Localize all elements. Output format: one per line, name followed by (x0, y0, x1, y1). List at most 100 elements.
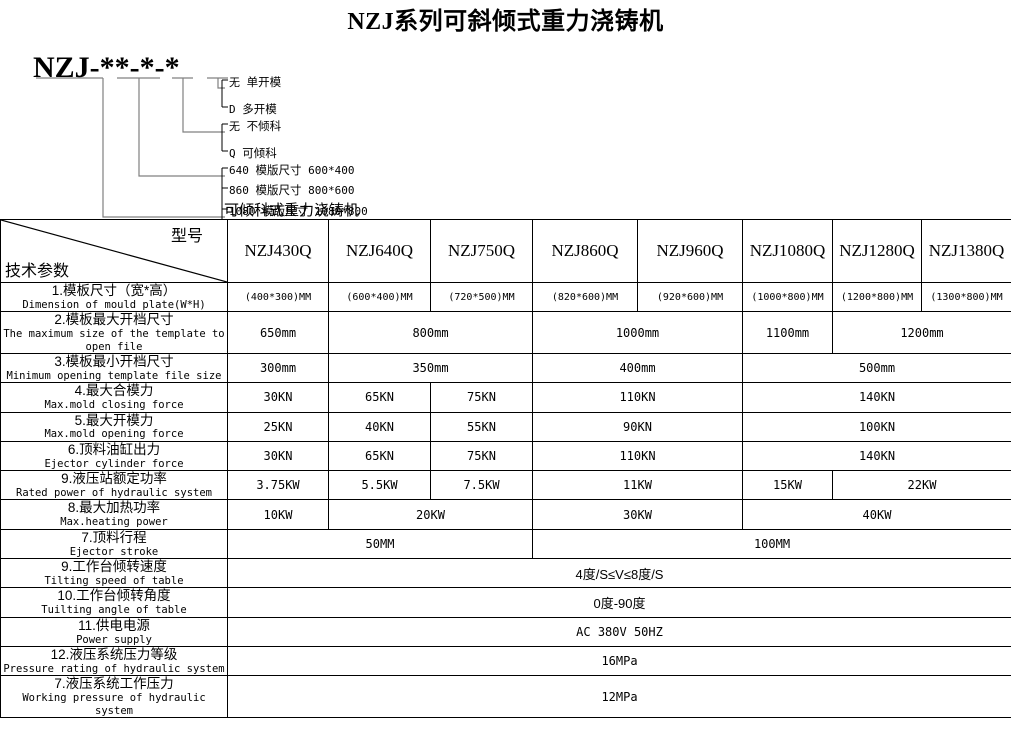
row-label-cn: 1.模板尺寸（宽*高） (51, 283, 177, 298)
value-cell: 22KW (832, 470, 1011, 501)
legend-text: 模版尺寸 (255, 185, 302, 197)
row-label-en: Ejector cylinder force (44, 457, 184, 470)
model-header-nzj860q: NZJ860Q (532, 219, 638, 283)
row-label-en: The maximum size of the template to open… (3, 328, 225, 353)
row-label-en: Minimum opening template file size (6, 369, 222, 382)
legend-key: D (229, 103, 236, 116)
row-label-cn: 9.液压站额定功率 (61, 471, 167, 487)
row-label-en: Pressure rating of hydraulic system (3, 662, 225, 675)
table-header-row: 型号 技术参数 NZJ430Q NZJ640Q NZJ750Q NZJ860Q … (0, 219, 1011, 283)
diagonal-divider-line (1, 220, 227, 282)
value-cell: 15KW (742, 470, 833, 501)
row-label-cell: 10.工作台倾转角度 Tuilting angle of table (0, 587, 228, 618)
value-cell: 12MPa (227, 675, 1011, 718)
table-row: 3.模板最小开档尺寸 Minimum opening template file … (0, 352, 1011, 384)
legend-item-4: 640 模版尺寸 600*400 (229, 162, 354, 178)
table-row: 4.最大合模力 Max.mold closing force 30KN 65KN 75K… (0, 382, 1011, 413)
value-cell: 3.75KW (227, 470, 329, 501)
value-cell: 65KN (328, 382, 431, 413)
row-label-en: Tuilting angle of table (41, 604, 187, 617)
row-label-cell: 6.顶料油缸出力 Ejector cylinder force (0, 440, 228, 472)
row-label-en: Dimension of mould plate(W*H) (22, 298, 206, 311)
row-label-cn: 7.顶料行程 (81, 529, 147, 545)
value-cell: 25KN (227, 411, 329, 442)
legend-key: 无 (229, 120, 240, 133)
value-cell: 30KW (532, 499, 743, 530)
row-label-cn: 6.顶料油缸出力 (67, 441, 161, 457)
legend-item-2: 无 不倾科 (229, 118, 281, 134)
row-label-cell: 7.顶料行程 Ejector stroke (0, 528, 228, 560)
model-header-nzj430q: NZJ430Q (227, 219, 329, 283)
machine-name-label: 可倾科式重力浇铸机 (224, 202, 360, 219)
value-cell: 110KN (532, 440, 743, 472)
parameter-header-label: 技术参数 (5, 263, 70, 280)
legend-value: 800*600 (308, 184, 355, 197)
row-label-cell: 4.最大合模力 Max.mold closing force (0, 382, 228, 413)
value-cell: (920*600)MM (637, 281, 743, 313)
value-cell: 75KN (430, 382, 533, 413)
value-cell: 140KN (742, 382, 1011, 413)
value-cell: 110KN (532, 382, 743, 413)
corner-header-cell: 型号 技术参数 (0, 219, 228, 283)
value-cell: 11KW (532, 470, 743, 501)
row-label-cn: 4.最大合模力 (74, 383, 154, 399)
value-cell: 0度-90度 (227, 587, 1011, 618)
value-cell: 5.5KW (328, 470, 431, 501)
value-cell: 100KN (742, 411, 1011, 442)
table-row: 7.顶料行程 Ejector stroke 50MM 100MM (0, 528, 1011, 560)
value-cell: 800mm (328, 311, 533, 354)
value-cell: (720*500)MM (430, 281, 533, 313)
table-row: 8.最大加热功率 Max.heating power 10KW 20KW 30KW 40K… (0, 499, 1011, 530)
value-cell: 65KN (328, 440, 431, 472)
row-label-cell: 8.最大加热功率 Max.heating power (0, 499, 228, 530)
value-cell: 1100mm (742, 311, 833, 354)
row-label-cell: 9.液压站额定功率 Rated power of hydraulic system (0, 470, 228, 501)
table-row: 7.液压系统工作压力 Working pressure of hydraulic … (0, 675, 1011, 718)
value-cell: (1200*800)MM (832, 281, 922, 313)
legend-item-3: Q 可倾科 (229, 145, 277, 161)
table-row: 9.工作台倾转速度 Tilting speed of table 4度/S≤V≤8度… (0, 558, 1011, 589)
table-row: 12.液压系统压力等级 Pressure rating of hydraulic … (0, 645, 1011, 677)
legend-text: 单开模 (246, 77, 282, 89)
legend-item-0: 无 单开模 (229, 74, 281, 90)
value-cell: 7.5KW (430, 470, 533, 501)
row-label-cell: 7.液压系统工作压力 Working pressure of hydraulic … (0, 675, 228, 718)
row-label-en: Power supply (76, 633, 152, 646)
row-label-cell: 1.模板尺寸（宽*高） Dimension of mould plate(W*H) (0, 281, 228, 313)
legend-item-6: 1080 模版尺寸 1080*800 (229, 203, 368, 219)
row-label-en: Working pressure of hydraulic system (22, 692, 206, 717)
value-cell: (820*600)MM (532, 281, 638, 313)
row-label-cn: 3.模板最小开档尺寸 (54, 353, 174, 369)
legend-key: 无 (229, 76, 240, 89)
legend-item-5: 860 模版尺寸 800*600 (229, 182, 354, 198)
legend-text: 不倾科 (246, 121, 282, 133)
row-label-cell: 12.液压系统压力等级 Pressure rating of hydraulic … (0, 645, 228, 677)
model-header-nzj1280q: NZJ1280Q (832, 219, 922, 283)
value-cell: 90KN (532, 411, 743, 442)
legend-key: 860 (229, 184, 249, 197)
value-cell: 30KN (227, 440, 329, 472)
legend-value: 1080*800 (314, 205, 368, 218)
value-cell: 4度/S≤V≤8度/S (227, 558, 1011, 589)
value-cell: AC 380V 50HZ (227, 616, 1011, 647)
value-cell: 500mm (742, 352, 1011, 384)
legend-key: Q (229, 147, 236, 160)
value-cell: 16MPa (227, 645, 1011, 677)
row-label-en: Ejector stroke (69, 545, 159, 558)
legend-text: 可倾科 (242, 148, 277, 160)
value-cell: 10KW (227, 499, 329, 530)
value-cell: 55KN (430, 411, 533, 442)
value-cell: 1000mm (532, 311, 743, 354)
legend-key: 1080 (229, 205, 256, 218)
value-cell: 40KN (328, 411, 431, 442)
page-title: NZJ系列可斜倾式重力浇铸机 (347, 9, 664, 35)
value-cell: 650mm (227, 311, 329, 354)
model-header-nzj750q: NZJ750Q (430, 219, 533, 283)
row-label-cn: 11.供电电源 (78, 617, 150, 633)
row-label-cell: 2.模板最大开档尺寸 The maximum size of the templa… (0, 311, 228, 354)
legend-key: 640 (229, 164, 249, 177)
table-row: 10.工作台倾转角度 Tuilting angle of table 0度-90度 (0, 587, 1011, 618)
value-cell: 1200mm (832, 311, 1011, 354)
table-row: 6.顶料油缸出力 Ejector cylinder force 30KN 65KN 75… (0, 440, 1011, 472)
row-label-cn: 9.工作台倾转速度 (61, 559, 167, 575)
